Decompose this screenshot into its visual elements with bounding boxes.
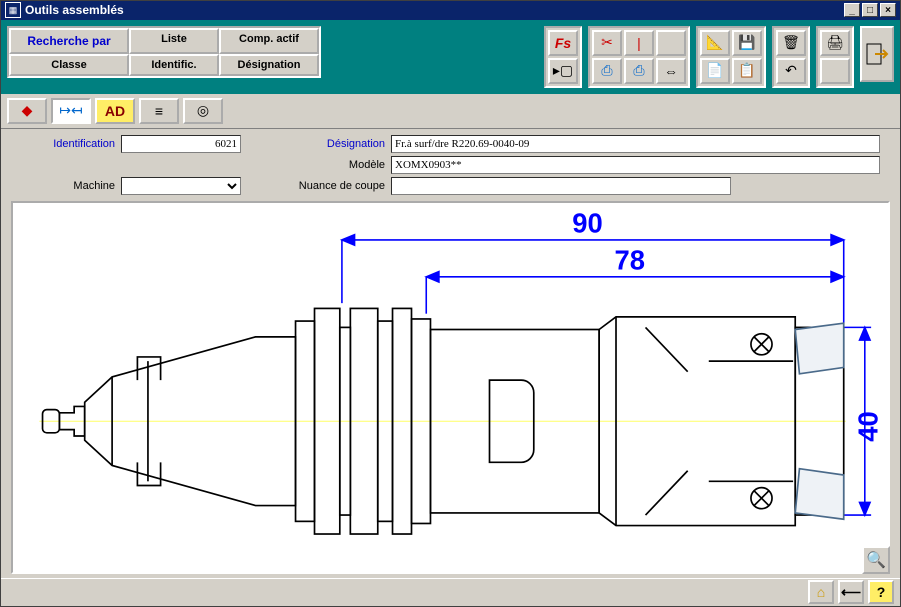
icon-group-3: 📐 💾 📄 📋: [696, 26, 766, 88]
title-bar: ▦ Outils assemblés _ □ ×: [1, 1, 900, 20]
toolbar-icon-groups: Fs ▸▢ ✂ | ⎙ ⎙ ⇔ 📐 💾 📄 📋 🗑 ↶: [544, 26, 894, 88]
page-icon[interactable]: 📄: [700, 58, 730, 84]
col-blue1-icon[interactable]: ⎙: [592, 58, 622, 84]
top-toolbar: Recherche par Liste Comp. actif Classe I…: [1, 20, 900, 94]
app-icon: ▦: [5, 2, 21, 18]
delete-icon[interactable]: 🗑: [776, 30, 806, 56]
ad-mode-button[interactable]: AD: [95, 98, 135, 124]
search-identific-button[interactable]: Identific.: [129, 54, 219, 76]
measure-mode-button[interactable]: ↦↤: [51, 98, 91, 124]
machine-select[interactable]: [121, 177, 241, 195]
tree-icon[interactable]: ⇔: [656, 58, 686, 84]
split-red-icon[interactable]: |: [624, 30, 654, 56]
cut-icon[interactable]: ✂: [592, 30, 622, 56]
dim-40-label: 40: [852, 411, 883, 441]
mode-toolbar: ◆ ↦↤ AD ≡ ◎: [1, 94, 900, 129]
identification-label: Identification: [21, 138, 121, 150]
save-icon[interactable]: 💾: [732, 30, 762, 56]
icon-group-5: 🖨: [816, 26, 854, 88]
dim-90-label: 90: [572, 207, 602, 238]
blank-icon: [820, 58, 850, 84]
nav-icon[interactable]: ▸▢: [548, 58, 578, 84]
modele-label: Modèle: [281, 159, 391, 171]
exit-icon: [865, 42, 889, 66]
icon-group-2: ✂ | ⎙ ⎙ ⇔: [588, 26, 690, 88]
spacer-icon-1: [656, 30, 686, 56]
machine-label: Machine: [21, 180, 121, 192]
dim-78-label: 78: [614, 244, 644, 275]
search-comp-actif-button[interactable]: Comp. actif: [219, 28, 319, 54]
nuance-input[interactable]: [391, 177, 731, 195]
col-blue2-icon[interactable]: ⎙: [624, 58, 654, 84]
maximize-button[interactable]: □: [862, 3, 878, 17]
status-bar: ⌂ ⟵ ?: [1, 578, 900, 606]
copy-icon[interactable]: 📋: [732, 58, 762, 84]
search-designation-button[interactable]: Désignation: [219, 54, 319, 76]
target-mode-button[interactable]: ◎: [183, 98, 223, 124]
nuance-label: Nuance de coupe: [281, 180, 391, 192]
minimize-button[interactable]: _: [844, 3, 860, 17]
fs-icon[interactable]: Fs: [548, 30, 578, 56]
zoom-button[interactable]: 🔍: [862, 546, 890, 574]
icon-group-1: Fs ▸▢: [544, 26, 582, 88]
search-header: Recherche par: [9, 28, 129, 54]
search-panel: Recherche par Liste Comp. actif Classe I…: [7, 26, 321, 78]
form-area: Identification Désignation Modèle Machin…: [1, 129, 900, 197]
search-liste-button[interactable]: Liste: [129, 28, 219, 54]
undo-icon[interactable]: ↶: [776, 58, 806, 84]
modele-input[interactable]: [391, 156, 880, 174]
print-icon[interactable]: 🖨: [820, 30, 850, 56]
help-button[interactable]: ?: [868, 580, 894, 604]
designation-input[interactable]: [391, 135, 880, 153]
window-title: Outils assemblés: [25, 3, 842, 17]
identification-input[interactable]: [121, 135, 241, 153]
app-window: ▦ Outils assemblés _ □ × Recherche par L…: [0, 0, 901, 607]
home-button[interactable]: ⌂: [808, 580, 834, 604]
search-classe-button[interactable]: Classe: [9, 54, 129, 76]
icon-group-4: 🗑 ↶: [772, 26, 810, 88]
back-button[interactable]: ⟵: [838, 580, 864, 604]
record-mode-button[interactable]: ◆: [7, 98, 47, 124]
exit-button[interactable]: [860, 26, 894, 82]
designation-label: Désignation: [281, 138, 391, 150]
list-mode-button[interactable]: ≡: [139, 98, 179, 124]
close-button[interactable]: ×: [880, 3, 896, 17]
diagram-area: 90 78 40: [11, 201, 890, 574]
draft-icon[interactable]: 📐: [700, 30, 730, 56]
tool-diagram: 90 78 40: [13, 203, 888, 572]
